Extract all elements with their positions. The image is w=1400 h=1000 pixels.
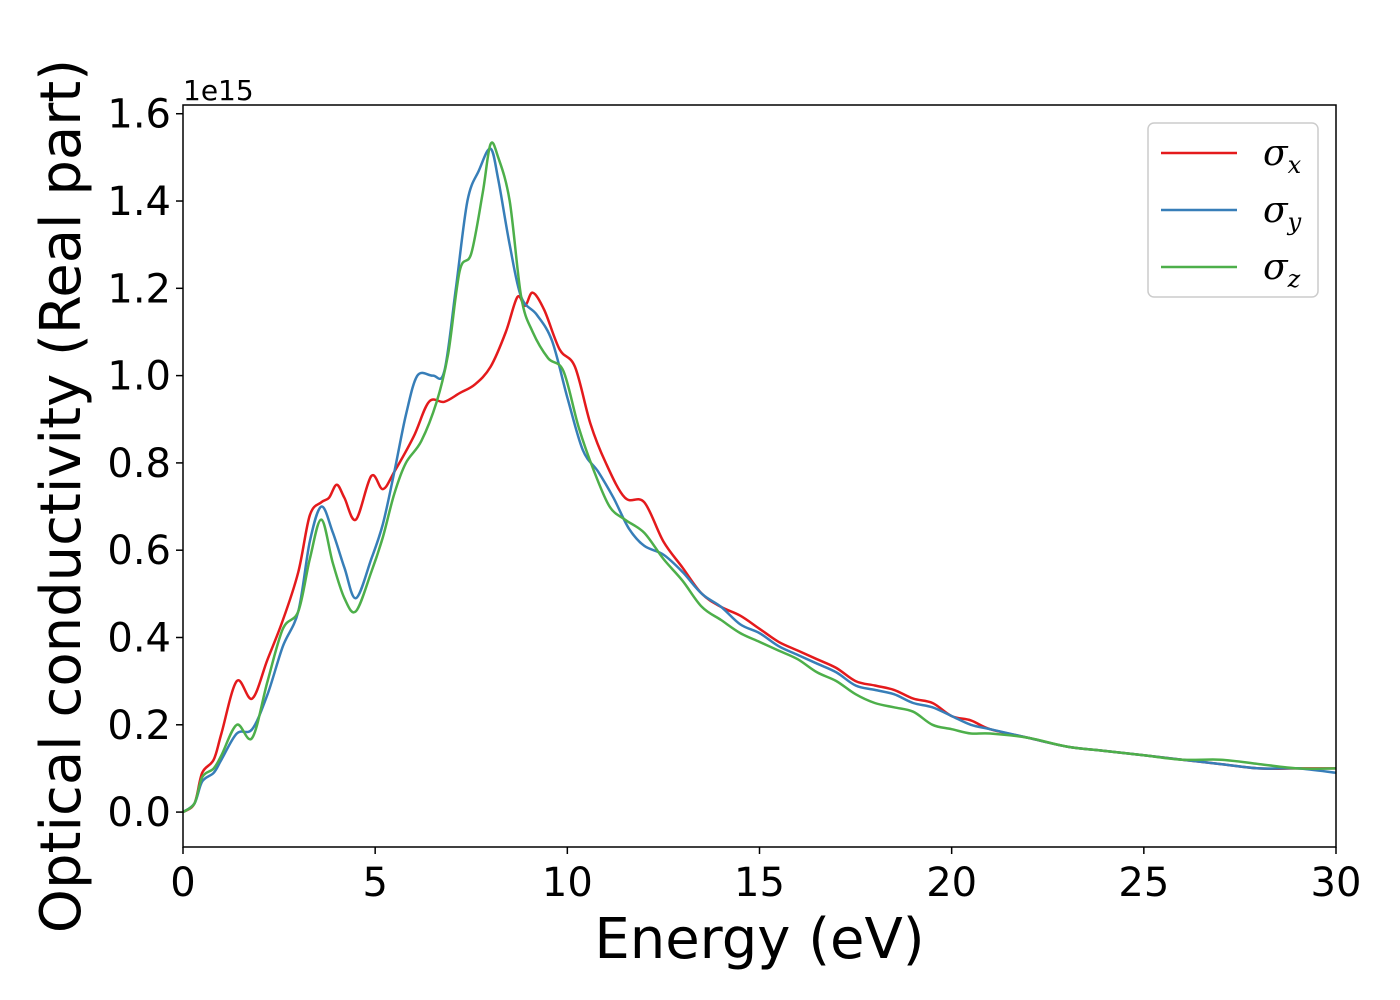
y-tick-label: 1.2	[107, 266, 171, 312]
y-tick-label: 0.0	[107, 790, 171, 836]
legend-entry-z: σz	[1263, 247, 1301, 293]
y-tick-label: 0.4	[107, 615, 171, 661]
legend-symbol: σ	[1263, 133, 1289, 174]
x-tick-label: 5	[362, 860, 387, 906]
y-tick-label: 0.6	[107, 528, 171, 574]
x-tick-label: 15	[734, 860, 785, 906]
plot-frame	[182, 104, 1337, 848]
y-tick-label: 0.8	[107, 441, 171, 487]
legend-symbol: σ	[1263, 247, 1289, 288]
x-axis-label: Energy (eV)	[594, 907, 924, 972]
x-tick-label: 0	[170, 860, 195, 906]
x-tick-label: 30	[1311, 860, 1362, 906]
axis-ticks: 0 5 10 15 20 25 30 0.0 0.2 0.4 0.6 0.8 1.0 1.2 1.4 1.6	[107, 92, 1361, 906]
y-tick-label: 1.4	[107, 179, 171, 225]
legend-entry-y: σy	[1263, 190, 1302, 236]
x-tick-label: 25	[1118, 860, 1169, 906]
series-line-z	[183, 141, 1336, 814]
series-line-y	[183, 147, 1336, 814]
plot-area	[183, 141, 1336, 814]
y-tick-label: 1.6	[107, 92, 171, 138]
legend-entry-x: σx	[1263, 133, 1302, 179]
series-line-x	[183, 291, 1336, 814]
legend-subscript: y	[1287, 208, 1302, 236]
y-axis-offset-label: 1e15	[183, 74, 254, 107]
legend-subscript: x	[1288, 151, 1302, 179]
x-tick-label: 20	[926, 860, 977, 906]
legend-symbol: σ	[1263, 190, 1289, 231]
y-axis-label: Optical conductivity (Real part)	[29, 59, 94, 933]
y-tick-label: 1.0	[107, 354, 171, 400]
legend-subscript: z	[1287, 265, 1301, 293]
x-tick-label: 10	[542, 860, 593, 906]
y-tick-label: 0.2	[107, 703, 171, 749]
